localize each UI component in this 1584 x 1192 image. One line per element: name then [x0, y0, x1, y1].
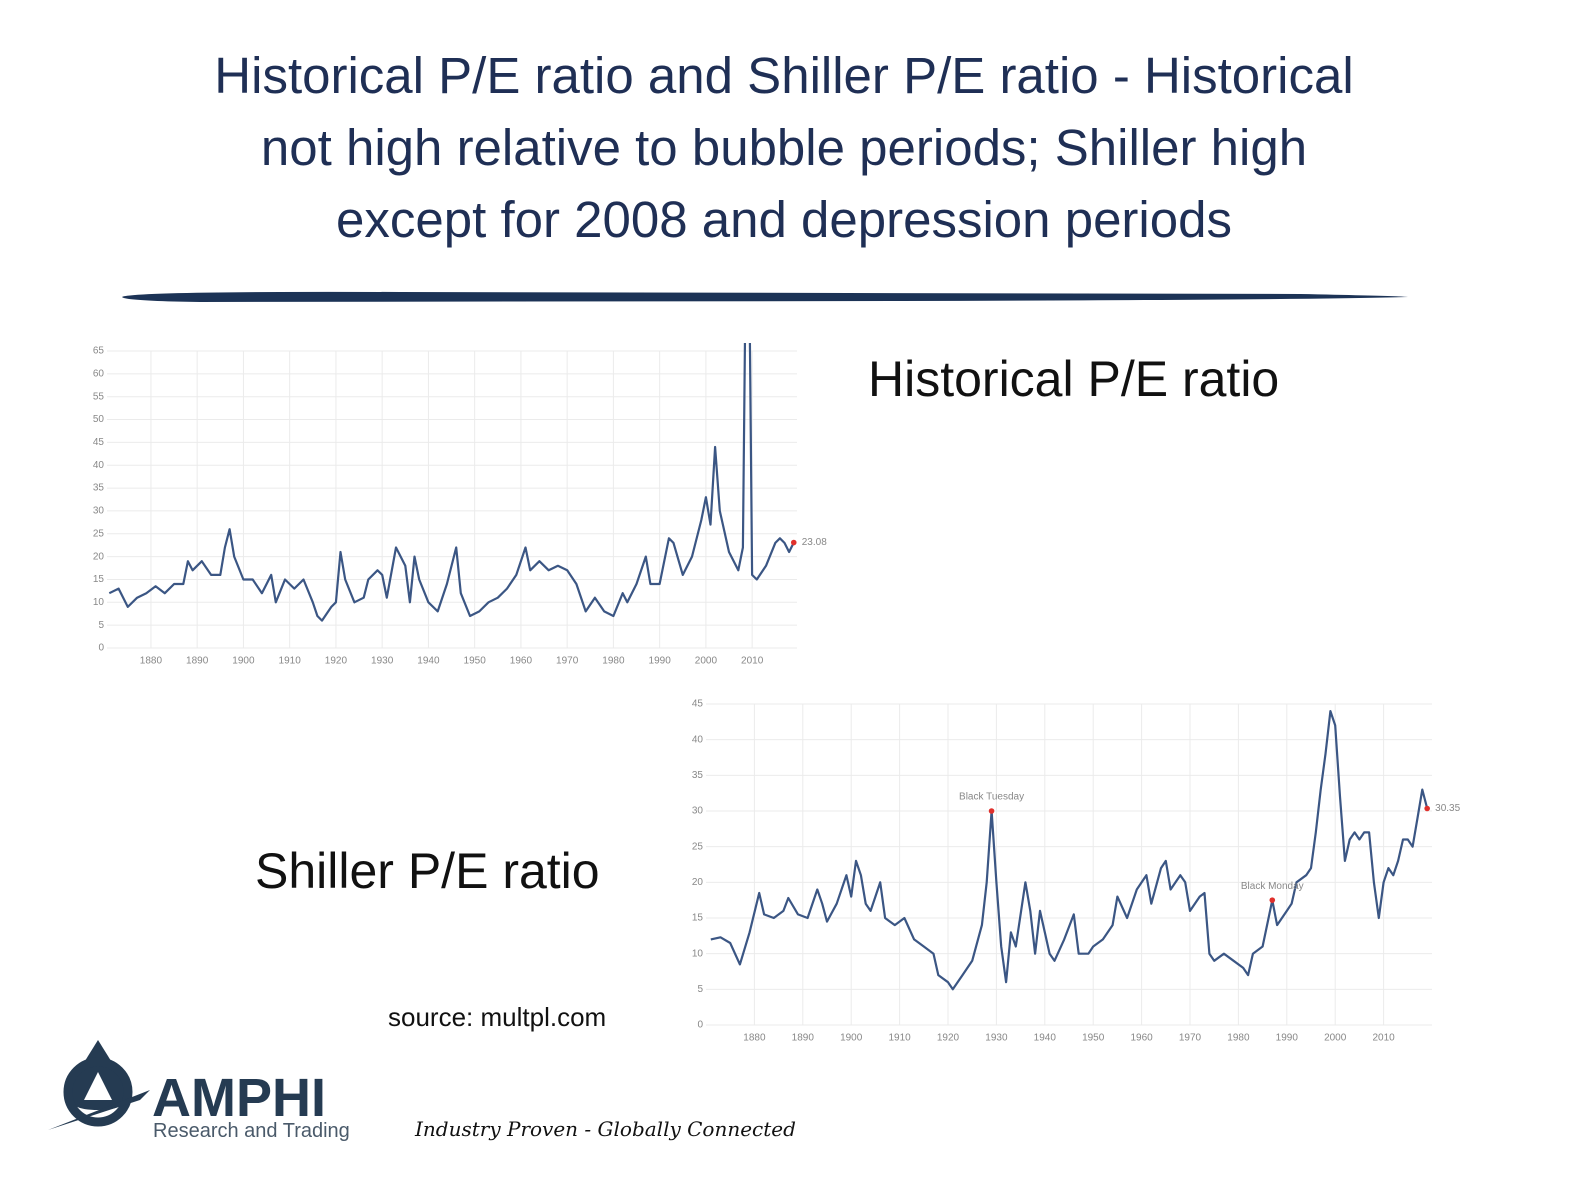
- divider: [122, 291, 1408, 302]
- x-tick-label: 1920: [937, 1033, 960, 1044]
- line: [710, 710, 1429, 991]
- chart-title: Shiller P/E ratio: [255, 843, 600, 899]
- y-tick-label: 50: [93, 414, 105, 425]
- y-tick-label: 45: [692, 699, 704, 710]
- x-tick-label: 1970: [556, 656, 579, 667]
- y-tick-label: 35: [692, 770, 704, 781]
- x-tick-label: 1980: [1227, 1033, 1250, 1044]
- x-tick-label: 1920: [325, 656, 348, 667]
- y-tick-label: 25: [93, 528, 105, 539]
- y-tick-label: 35: [93, 483, 105, 494]
- chart: 0 5 10 15 20 25 30 35 40 45 50 55 60 65 1880 1890 1900 19…: [93, 343, 827, 667]
- x-tick-label: 1990: [649, 656, 672, 667]
- chart: 0 5 10 15 20 25 30 35 40 45 1880 1890 1900 1910 1920 19…: [692, 699, 1461, 1044]
- x-tick-label: 1940: [417, 656, 440, 667]
- title-line: except for 2008 and depression periods: [336, 191, 1232, 248]
- x-tick-label: 2010: [1372, 1033, 1395, 1044]
- y-tick-label: 65: [93, 346, 105, 357]
- annotation-marker: [988, 808, 995, 814]
- y-tick-label: 55: [93, 391, 105, 402]
- logo-cut: [84, 1072, 112, 1100]
- x-tick-label: 1930: [371, 656, 394, 667]
- end-label: 30.35: [1435, 803, 1460, 814]
- chart-title: Historical P/E ratio: [868, 351, 1279, 407]
- y-tick-label: 30: [93, 506, 105, 517]
- y-tick-label: 20: [692, 877, 704, 888]
- x-tick-label: 2010: [741, 656, 764, 667]
- end-label: 23.08: [802, 537, 827, 548]
- x-tick-label: 1910: [888, 1033, 911, 1044]
- line: [108, 343, 795, 622]
- annotation-marker: [1269, 897, 1276, 903]
- x-tick-label: 1990: [1276, 1033, 1299, 1044]
- x-tick-label: 1900: [840, 1033, 863, 1044]
- x-tick-label: 1960: [510, 656, 533, 667]
- annotation-label: Black Monday: [1241, 881, 1304, 892]
- y-tick-label: 45: [93, 437, 105, 448]
- y-tick-label: 30: [692, 806, 704, 817]
- x-tick-label: 1970: [1179, 1033, 1202, 1044]
- y-tick-label: 0: [697, 1020, 703, 1031]
- y-tick-label: 5: [697, 984, 703, 995]
- x-tick-label: 1940: [1034, 1033, 1057, 1044]
- y-tick-label: 25: [692, 841, 704, 852]
- logo-text: AMPHI: [152, 1068, 326, 1128]
- x-tick-label: 1960: [1130, 1033, 1153, 1044]
- y-tick-label: 40: [692, 734, 704, 745]
- x-tick-label: 1950: [464, 656, 487, 667]
- logo-swoosh: [48, 1090, 150, 1130]
- logo-subtext: Research and Trading: [153, 1120, 350, 1142]
- x-tick-label: 1890: [792, 1033, 815, 1044]
- logo: AMPHI Research and Trading: [48, 1040, 350, 1142]
- annotation-label: Black Tuesday: [959, 792, 1024, 803]
- y-tick-label: 40: [93, 460, 105, 471]
- y-tick-label: 60: [93, 368, 105, 379]
- x-tick-label: 1900: [232, 656, 255, 667]
- title-line: Historical P/E ratio and Shiller P/E rat…: [214, 47, 1353, 104]
- x-tick-label: 1880: [140, 656, 163, 667]
- y-tick-label: 15: [692, 913, 704, 924]
- x-tick-label: 1880: [743, 1033, 766, 1044]
- x-tick-label: 2000: [1324, 1033, 1347, 1044]
- x-tick-label: 1930: [985, 1033, 1008, 1044]
- title-line: not high relative to bubble periods; Shi…: [261, 119, 1307, 176]
- y-tick-label: 0: [98, 643, 104, 654]
- end-marker: [1424, 805, 1430, 812]
- y-tick-label: 5: [98, 620, 104, 631]
- end-marker: [790, 539, 797, 546]
- x-tick-label: 1980: [602, 656, 625, 667]
- x-tick-label: 1950: [1082, 1033, 1105, 1044]
- tagline: Industry Proven - Globally Connected: [414, 1117, 796, 1141]
- y-tick-label: 10: [692, 948, 704, 959]
- y-tick-label: 10: [93, 597, 105, 608]
- x-tick-label: 1890: [186, 656, 209, 667]
- x-tick-label: 2000: [695, 656, 718, 667]
- source: source: multpl.com: [388, 1002, 606, 1032]
- logo-ring: [63, 1057, 133, 1127]
- y-tick-label: 20: [93, 551, 105, 562]
- y-tick-label: 15: [93, 574, 105, 585]
- x-tick-label: 1910: [279, 656, 302, 667]
